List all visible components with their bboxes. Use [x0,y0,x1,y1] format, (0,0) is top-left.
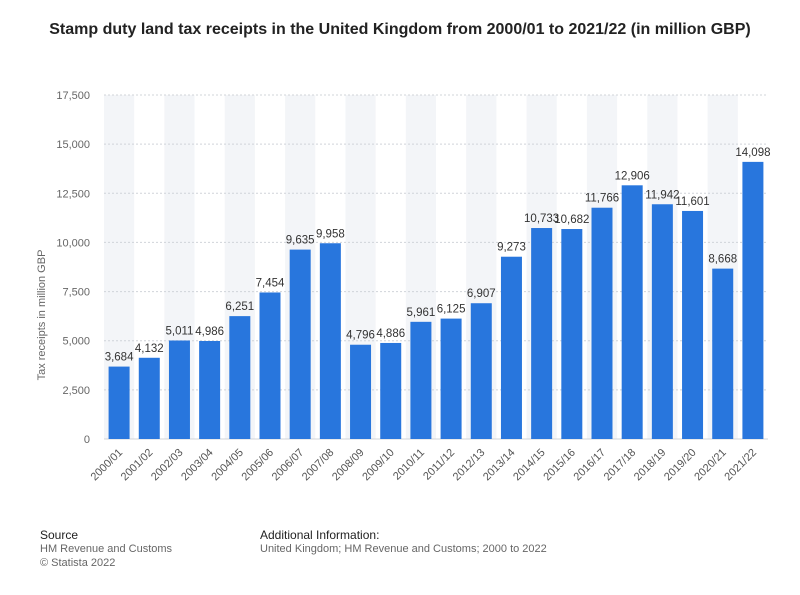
info-line-1: United Kingdom; HM Revenue and Customs; … [260,543,547,555]
y-tick-label: 17,500 [56,90,90,102]
bar [410,321,432,439]
x-tick-label: 2014/15 [511,447,548,484]
data-label: 6,907 [467,288,496,300]
x-tick-label: 2020/21 [692,447,729,484]
y-tick-label: 10,000 [56,237,90,249]
bar [470,303,492,439]
source-line-2: © Statista 2022 [40,557,116,569]
y-tick-label: 2,500 [62,385,90,397]
info-heading: Additional Information: [260,528,380,542]
x-tick-label: 2007/08 [300,447,337,484]
bar [259,292,281,439]
x-tick-label: 2004/05 [209,447,246,484]
bar [199,340,221,439]
bar [319,243,341,439]
x-tick-label: 2013/14 [481,447,518,484]
data-label: 4,886 [376,328,405,340]
x-tick-label: 2009/10 [360,447,397,484]
data-label: 11,942 [645,189,679,201]
data-label: 5,961 [407,307,436,319]
bar [591,207,613,439]
data-label: 6,125 [437,304,466,316]
x-tick-label: 2001/02 [119,447,156,484]
bars [108,161,764,439]
bar [289,249,311,439]
bar [682,210,704,439]
data-label: 4,986 [195,326,224,338]
bar [229,316,251,439]
data-label: 11,601 [675,196,709,208]
y-axis-label: Tax receipts in million GBP [36,250,48,381]
x-tick-label: 2010/11 [391,447,427,483]
bar [440,318,462,439]
x-tick-label: 2008/09 [330,447,367,484]
bar [350,344,372,439]
x-tick-label: 2006/07 [270,447,307,484]
data-label: 12,906 [615,170,650,182]
x-tick-label: 2021/22 [722,447,759,484]
y-tick-label: 0 [84,434,90,446]
bar [621,185,643,439]
data-label: 9,273 [497,242,526,254]
bar [500,256,522,439]
data-label: 9,635 [286,235,315,247]
bar [651,204,673,439]
y-tick-label: 12,500 [56,188,90,200]
data-label: 14,098 [735,147,770,159]
x-tick-label: 2016/17 [572,447,609,484]
bar [742,161,764,439]
x-tick-label: 2015/16 [541,447,578,484]
source-line-1: HM Revenue and Customs [40,543,173,555]
bar [561,229,583,439]
data-label: 3,684 [105,352,134,364]
bar [531,228,553,439]
x-tick-label: 2000/01 [89,447,126,484]
y-tick-label: 5,000 [62,336,90,348]
data-label: 8,668 [708,254,737,266]
bar [138,357,160,439]
x-tick-label: 2003/04 [179,447,216,484]
x-tick-label: 2012/13 [451,447,488,484]
source-heading: Source [40,528,79,542]
bar [108,366,130,439]
x-tick-label: 2005/06 [240,447,277,484]
x-tick-label: 2017/18 [602,447,639,484]
x-axis-ticks: 2000/012001/022002/032003/042004/052005/… [89,447,759,484]
y-tick-label: 15,000 [56,139,90,151]
data-label: 11,766 [585,193,619,205]
bar [712,268,734,439]
footer-source: Source HM Revenue and Customs © Statista… [40,528,172,570]
data-label: 7,454 [256,277,285,289]
data-label: 4,132 [135,343,164,355]
chart-title: Stamp duty land tax receipts in the Unit… [49,21,751,38]
x-tick-label: 2002/03 [149,447,186,484]
y-tick-label: 7,500 [62,287,90,299]
footer-additional-info: Additional Information: United Kingdom; … [260,528,547,556]
bar [380,342,402,439]
x-tick-label: 2018/19 [632,447,669,484]
x-tick-label: 2019/20 [662,447,699,484]
data-label: 4,796 [346,330,375,342]
data-label: 6,251 [225,301,254,313]
data-label: 10,733 [524,213,559,225]
data-label: 5,011 [165,325,193,337]
bar [168,340,190,439]
x-tick-label: 2011/12 [421,447,457,483]
data-label: 10,682 [554,214,589,226]
y-axis-ticks: 0 2,500 5,000 7,500 10,000 12,500 15,000 17,500 [56,90,90,446]
data-label: 9,958 [316,228,345,240]
